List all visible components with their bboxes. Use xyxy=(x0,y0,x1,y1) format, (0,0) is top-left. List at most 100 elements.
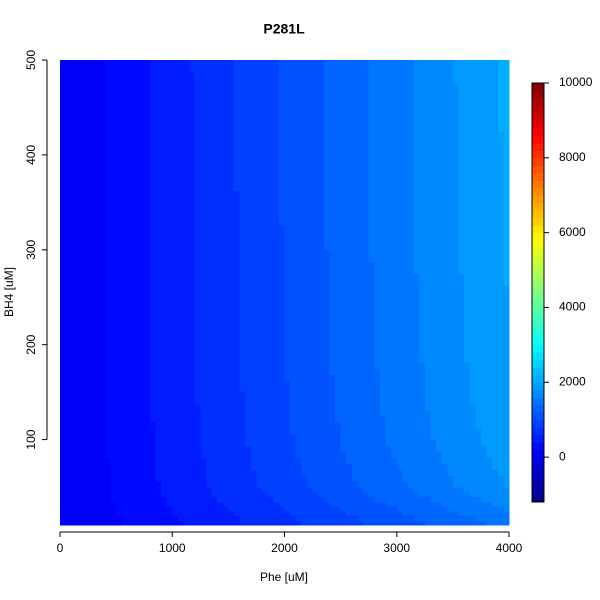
contour-cell xyxy=(318,202,325,215)
contour-cell xyxy=(273,344,280,352)
contour-cell xyxy=(295,457,302,464)
contour-cell xyxy=(357,415,364,423)
chart-title: P281L xyxy=(263,21,305,37)
contour-cell xyxy=(278,368,286,375)
contour-cell xyxy=(363,463,370,470)
contour-cell xyxy=(424,119,432,132)
contour-cell xyxy=(363,297,370,310)
contour-cell xyxy=(419,404,426,411)
contour-cell xyxy=(256,273,263,286)
contour-cell xyxy=(419,237,426,251)
contour-cell xyxy=(464,433,471,441)
contour-cell xyxy=(329,487,336,493)
contour-cell xyxy=(402,154,409,168)
contour-cell xyxy=(116,178,123,192)
contour-cell xyxy=(436,166,443,180)
contour-cell xyxy=(335,166,342,180)
contour-cell xyxy=(306,491,314,498)
contour-cell xyxy=(205,362,213,370)
contour-cell xyxy=(363,457,370,464)
contour-cell xyxy=(424,520,432,526)
contour-cell xyxy=(194,481,201,488)
contour-cell xyxy=(116,398,123,405)
contour-cell xyxy=(172,392,179,399)
contour-cell xyxy=(278,356,286,364)
contour-cell xyxy=(340,368,347,375)
contour-cell xyxy=(132,506,140,512)
contour-cell xyxy=(233,501,241,507)
contour-cell xyxy=(256,386,263,393)
contour-cell xyxy=(323,445,330,453)
contour-cell xyxy=(391,285,398,298)
colorbar-tick-label: 10000 xyxy=(559,75,593,89)
contour-cell xyxy=(430,226,437,239)
contour-cell xyxy=(346,71,353,85)
contour-cell xyxy=(273,520,280,526)
contour-cell xyxy=(245,439,252,447)
contour-cell xyxy=(93,487,100,493)
contour-cell xyxy=(318,392,325,399)
contour-cell xyxy=(447,356,454,364)
contour-cell xyxy=(82,427,89,435)
contour-cell xyxy=(71,237,78,251)
contour-cell xyxy=(273,421,280,429)
contour-cell xyxy=(312,362,319,370)
contour-cell xyxy=(194,445,201,453)
contour-cell xyxy=(273,214,280,227)
contour-cell xyxy=(458,237,465,251)
contour-cell xyxy=(104,202,112,215)
contour-cell xyxy=(222,154,229,168)
contour-cell xyxy=(368,415,375,423)
contour-cell xyxy=(430,520,437,526)
contour-cell xyxy=(351,362,359,370)
contour-cell xyxy=(368,374,375,381)
contour-cell xyxy=(402,273,409,286)
contour-cell xyxy=(144,374,151,381)
contour-cell xyxy=(183,491,190,498)
contour-cell xyxy=(250,496,258,502)
contour-cell xyxy=(452,166,460,180)
contour-cell xyxy=(357,386,364,393)
contour-cell xyxy=(166,249,173,263)
contour-cell xyxy=(217,392,224,399)
contour-cell xyxy=(363,320,370,334)
contour-cell xyxy=(110,178,117,192)
contour-cell xyxy=(155,143,162,156)
contour-cell xyxy=(452,249,460,263)
contour-cell xyxy=(149,409,157,417)
contour-cell xyxy=(374,154,381,168)
contour-cell xyxy=(138,178,145,192)
contour-cell xyxy=(183,386,190,393)
contour-cell xyxy=(172,178,179,192)
contour-cell xyxy=(273,404,280,411)
contour-cell xyxy=(368,404,375,411)
contour-cell xyxy=(447,71,454,85)
contour-cell xyxy=(256,475,263,482)
contour-cell xyxy=(76,421,84,429)
contour-cell xyxy=(424,249,432,263)
contour-cell xyxy=(323,154,330,168)
contour-cell xyxy=(273,386,280,393)
contour-cell xyxy=(278,421,286,429)
contour-cell xyxy=(65,501,72,507)
contour-cell xyxy=(99,190,106,203)
contour-cell xyxy=(368,469,375,476)
contour-cell xyxy=(391,344,398,352)
contour-cell xyxy=(284,475,291,482)
contour-cell xyxy=(363,309,370,322)
contour-cell xyxy=(256,202,263,215)
contour-cell xyxy=(503,510,510,517)
contour-cell xyxy=(110,261,117,275)
contour-cell xyxy=(76,356,84,364)
contour-cell xyxy=(402,237,409,251)
contour-cell xyxy=(99,249,106,263)
contour-cell xyxy=(177,421,185,429)
contour-cell xyxy=(458,463,465,470)
contour-cell xyxy=(250,249,258,263)
contour-cell xyxy=(116,131,123,144)
contour-cell xyxy=(436,392,443,399)
contour-cell xyxy=(396,143,403,156)
contour-cell xyxy=(82,71,89,85)
contour-cell xyxy=(385,297,392,310)
contour-cell xyxy=(469,237,476,251)
